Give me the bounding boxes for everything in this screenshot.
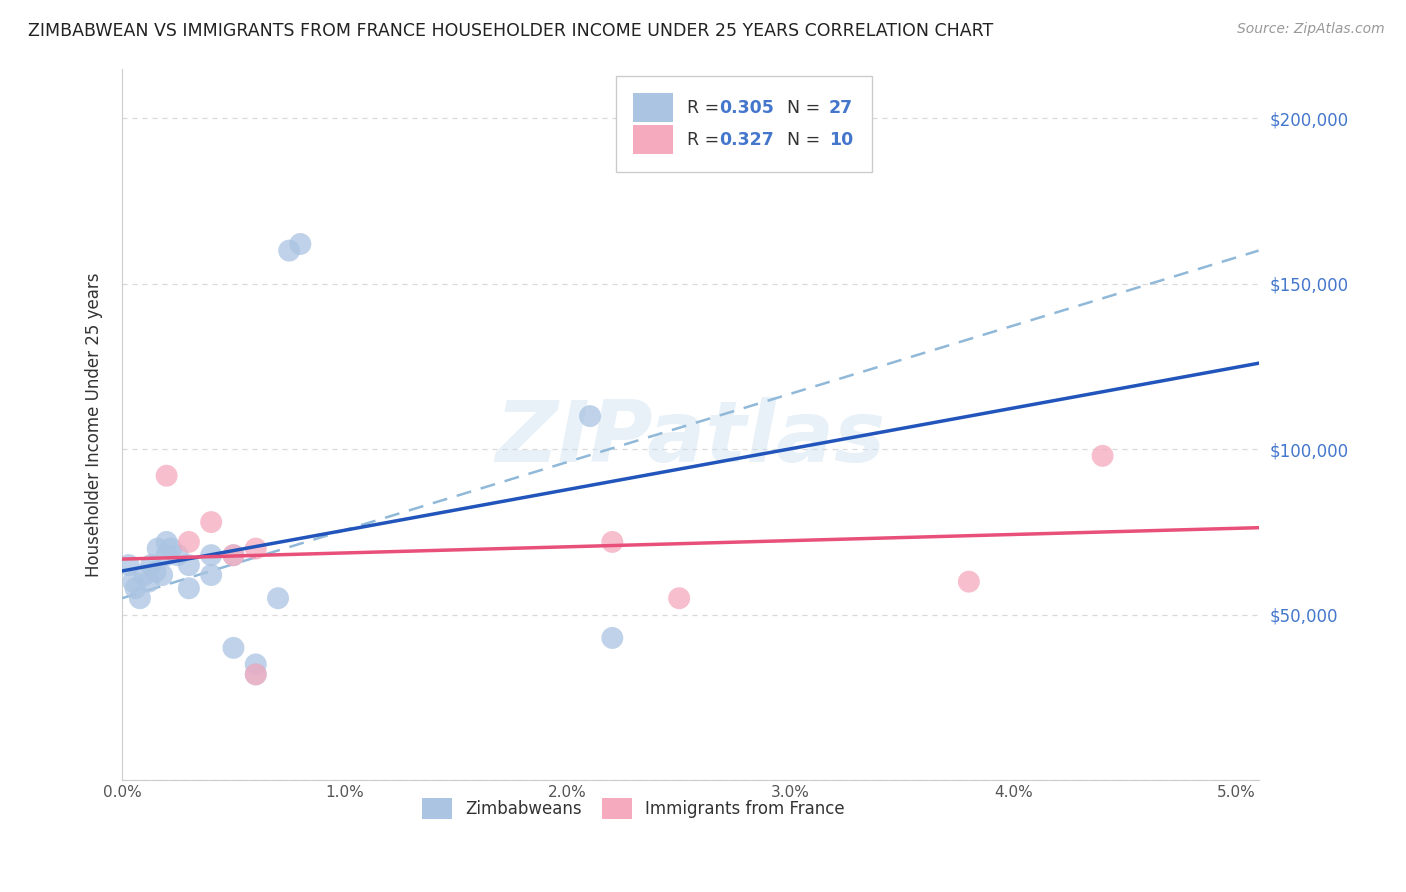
Zimbabweans xyxy=(156,535,179,549)
Zimbabweans xyxy=(222,640,245,655)
Y-axis label: Householder Income Under 25 years: Householder Income Under 25 years xyxy=(86,272,103,576)
Zimbabweans xyxy=(128,591,150,606)
Zimbabweans xyxy=(602,631,624,645)
Immigrants from France xyxy=(177,535,200,549)
Zimbabweans xyxy=(222,548,245,562)
Zimbabweans xyxy=(150,568,173,582)
Text: Source: ZipAtlas.com: Source: ZipAtlas.com xyxy=(1237,22,1385,37)
Text: 10: 10 xyxy=(830,131,853,149)
Text: 0.327: 0.327 xyxy=(718,131,773,149)
Text: R =: R = xyxy=(688,131,724,149)
Zimbabweans xyxy=(139,558,162,573)
Zimbabweans xyxy=(200,548,222,562)
Immigrants from France xyxy=(1091,449,1114,463)
Zimbabweans xyxy=(177,582,200,596)
Zimbabweans xyxy=(245,667,267,681)
Text: ZIPatlas: ZIPatlas xyxy=(495,397,886,480)
Immigrants from France xyxy=(245,541,267,556)
Immigrants from France xyxy=(668,591,690,606)
Zimbabweans xyxy=(579,409,602,424)
Immigrants from France xyxy=(200,515,222,529)
FancyBboxPatch shape xyxy=(616,76,872,172)
Zimbabweans xyxy=(166,548,188,562)
Text: 0.305: 0.305 xyxy=(718,99,773,117)
Zimbabweans xyxy=(124,582,146,596)
Text: 27: 27 xyxy=(830,99,853,117)
Immigrants from France xyxy=(602,535,624,549)
Zimbabweans xyxy=(200,568,222,582)
Zimbabweans xyxy=(267,591,290,606)
Immigrants from France xyxy=(957,574,980,589)
Zimbabweans xyxy=(278,244,301,258)
Immigrants from France xyxy=(245,667,267,681)
Legend: Zimbabweans, Immigrants from France: Zimbabweans, Immigrants from France xyxy=(415,792,852,825)
Immigrants from France xyxy=(156,468,179,483)
Zimbabweans xyxy=(146,541,169,556)
FancyBboxPatch shape xyxy=(634,94,673,122)
Zimbabweans xyxy=(160,541,183,556)
Zimbabweans xyxy=(145,565,167,579)
FancyBboxPatch shape xyxy=(634,126,673,154)
Zimbabweans xyxy=(177,558,200,573)
Text: N =: N = xyxy=(776,131,825,149)
Immigrants from France xyxy=(222,548,245,562)
Zimbabweans xyxy=(138,574,160,589)
Zimbabweans xyxy=(122,574,145,589)
Zimbabweans xyxy=(290,237,312,252)
Zimbabweans xyxy=(134,568,156,582)
Zimbabweans xyxy=(118,558,141,573)
Text: R =: R = xyxy=(688,99,724,117)
Zimbabweans xyxy=(156,548,179,562)
Text: N =: N = xyxy=(776,99,825,117)
Zimbabweans xyxy=(245,657,267,672)
Text: ZIMBABWEAN VS IMMIGRANTS FROM FRANCE HOUSEHOLDER INCOME UNDER 25 YEARS CORRELATI: ZIMBABWEAN VS IMMIGRANTS FROM FRANCE HOU… xyxy=(28,22,994,40)
